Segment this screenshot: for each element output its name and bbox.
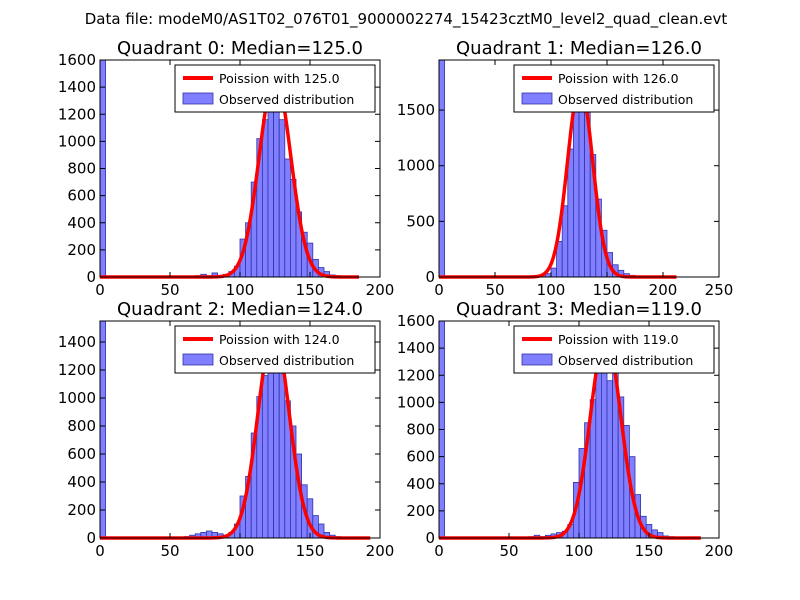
y-tick-label: 400 — [67, 473, 96, 491]
histogram-bar — [267, 348, 274, 539]
histogram-bar — [561, 205, 569, 278]
panel-title: Quadrant 3: Median=119.0 — [456, 299, 702, 320]
panel-title: Quadrant 0: Median=125.0 — [117, 38, 363, 59]
x-tick-label: 0 — [95, 281, 105, 299]
legend: Poission with 119.0 Observed distribution — [513, 325, 715, 374]
x-tick-label: 150 — [593, 281, 622, 299]
x-tick-label: 100 — [226, 542, 255, 560]
y-tick-label: 200 — [67, 241, 96, 259]
y-tick-label: 1600 — [58, 51, 96, 69]
y-tick-label: 1000 — [397, 157, 435, 175]
x-tick-label: 100 — [537, 281, 566, 299]
legend-label-curve: Poission with 125.0 — [219, 71, 340, 86]
legend-hist-swatch — [521, 353, 553, 366]
legend-label-curve: Poission with 126.0 — [558, 71, 679, 86]
histogram-bar — [99, 320, 106, 539]
y-tick-label: 200 — [67, 501, 96, 519]
y-tick-label: 600 — [406, 448, 435, 466]
legend-label-hist: Observed distribution — [219, 92, 354, 107]
legend-label-hist: Observed distribution — [219, 353, 354, 368]
histogram-bar — [438, 59, 445, 278]
panels: 0 50 100 150 2000200400600800100012001400160… — [58, 38, 734, 560]
x-tick-label: 150 — [296, 542, 325, 560]
panel-title: Quadrant 1: Median=126.0 — [456, 38, 702, 59]
histogram-bar — [606, 380, 613, 539]
legend-box — [513, 325, 715, 374]
y-tick-label: 1500 — [397, 101, 435, 119]
histogram-bar — [278, 119, 286, 278]
histogram-bar — [261, 375, 269, 539]
histogram-bar — [550, 267, 557, 278]
y-tick-label: 1400 — [58, 333, 96, 351]
x-tick-label: 50 — [160, 542, 179, 560]
y-tick-label: 800 — [67, 417, 96, 435]
x-tick-label: 0 — [434, 281, 444, 299]
x-tick-label: 200 — [705, 542, 734, 560]
quadrant-3-panel: 0 50 100 150 200 0 200 400 600 800 1000 1200 1400 160… — [397, 299, 734, 560]
x-tick-label: 200 — [649, 281, 678, 299]
x-tick-label: 50 — [160, 281, 179, 299]
y-tick-label: 200 — [406, 502, 435, 520]
x-tick-label: 150 — [635, 542, 664, 560]
histogram-bar — [261, 119, 269, 278]
y-tick-label: 0 — [425, 529, 435, 547]
y-tick-label: 0 — [86, 529, 96, 547]
legend-hist-swatch — [521, 92, 553, 105]
y-tick-label: 1600 — [397, 312, 435, 330]
x-tick-label: 0 — [95, 542, 105, 560]
figure-suptitle: Data file: modeM0/AS1T02_076T01_90000022… — [85, 10, 728, 29]
histogram-bar — [284, 158, 291, 278]
y-tick-label: 1200 — [58, 361, 96, 379]
legend-hist-swatch — [182, 353, 214, 366]
legend-hist-swatch — [182, 92, 214, 105]
x-tick-label: 50 — [485, 281, 504, 299]
y-tick-label: 1400 — [397, 339, 435, 357]
quadrant-1-panel: 0 50 100 150 200 250 0 500 1000 1500 Quadrant 1: M… — [397, 38, 734, 299]
y-tick-label: 1000 — [397, 393, 435, 411]
y-tick-label: 400 — [67, 214, 96, 232]
x-tick-label: 50 — [499, 542, 518, 560]
histogram-bar — [573, 110, 580, 278]
y-tick-label: 600 — [67, 445, 96, 463]
x-tick-label: 0 — [434, 542, 444, 560]
y-tick-label: 500 — [406, 212, 435, 230]
histogram-bar — [595, 358, 602, 539]
x-tick-label: 100 — [565, 542, 594, 560]
y-tick-label: 0 — [86, 268, 96, 286]
legend-label-curve: Poission with 119.0 — [558, 332, 679, 347]
x-tick-label: 250 — [705, 281, 734, 299]
legend-label-hist: Observed distribution — [558, 92, 693, 107]
legend: Poission with 124.0 Observed distribution — [174, 325, 376, 374]
axes-frame — [438, 59, 720, 278]
x-tick-label: 100 — [226, 281, 255, 299]
x-tick-label: 150 — [296, 281, 325, 299]
legend-label-hist: Observed distribution — [558, 353, 693, 368]
y-tick-label: 1200 — [397, 366, 435, 384]
y-tick-label: 1400 — [58, 78, 96, 96]
legend: Poission with 126.0 Observed distribution — [513, 64, 715, 113]
quadrant-0-panel: 0 50 100 150 200 0 200 400 600 800 1000 1200 1400 160… — [58, 38, 395, 299]
y-tick-label: 1200 — [58, 105, 96, 123]
y-tick-label: 800 — [67, 160, 96, 178]
histogram-bar — [578, 96, 585, 278]
y-tick-label: 800 — [406, 421, 435, 439]
y-tick-label: 0 — [425, 268, 435, 286]
quadrant-2-panel: 0 50 100 150 200 0 200 400 600 800 1000 1200 1400 Qua… — [58, 299, 395, 560]
x-tick-label: 200 — [366, 542, 395, 560]
y-tick-label: 1000 — [58, 389, 96, 407]
histogram-bar — [267, 97, 274, 278]
x-tick-label: 200 — [366, 281, 395, 299]
histogram-bar — [567, 148, 574, 278]
y-tick-label: 1000 — [58, 132, 96, 150]
legend-label-curve: Poission with 124.0 — [219, 332, 340, 347]
panel-title: Quadrant 2: Median=124.0 — [117, 299, 363, 320]
legend: Poission with 125.0 Observed distribution — [174, 64, 376, 113]
y-tick-label: 600 — [67, 187, 96, 205]
y-tick-label: 400 — [406, 475, 435, 493]
